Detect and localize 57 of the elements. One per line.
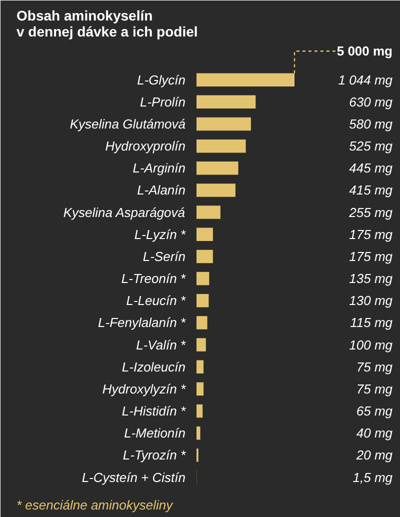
bar — [196, 360, 204, 374]
bar — [196, 95, 256, 109]
bar — [196, 117, 251, 131]
y-tick-label: L-Fenylalanín * — [98, 315, 186, 330]
text: * esenciálne aminokyseliny — [16, 498, 174, 512]
y-tick-label: Hydroxyprolín — [105, 138, 186, 154]
y-tick-label: Hydroxylyzín * — [102, 381, 186, 396]
bar — [196, 250, 213, 264]
data-label: 580 mg — [349, 116, 394, 132]
y-tick-label: L-Cysteín + Cistín — [82, 470, 186, 485]
text: 5 000 mg — [336, 44, 393, 59]
data-label: 40 mg — [356, 426, 394, 441]
data-label: 415 mg — [349, 182, 394, 198]
chart-title: Obsah aminokyselín v dennej dávke a ich podiel — [16, 8, 198, 40]
bar — [196, 404, 203, 418]
bar — [196, 294, 209, 308]
data-label: 1,5 mg — [352, 470, 394, 485]
bar — [196, 228, 213, 242]
bar — [196, 382, 204, 396]
data-label: 130 mg — [349, 293, 394, 308]
bar — [196, 426, 200, 440]
y-tick-label: L-Serín — [142, 248, 186, 264]
y-tick-label: L-Prolín — [140, 94, 186, 110]
data-label: 100 mg — [349, 337, 394, 352]
data-label: 65 mg — [356, 404, 394, 419]
y-tick-label: L-Lyzín * — [134, 226, 186, 242]
data-label: 115 mg — [350, 315, 394, 330]
y-tick-label: L-Alanín — [137, 182, 186, 198]
data-label: 255 mg — [348, 204, 394, 220]
bar — [196, 272, 210, 286]
y-tick-label: L-Glycín — [137, 72, 186, 88]
y-tick-label: L-Treonín * — [121, 271, 186, 286]
y-tick-label: Kyselina Asparágová — [63, 204, 186, 220]
y-tick-label: L-Valín * — [136, 337, 186, 352]
y-tick-label: L-Arginín — [132, 160, 186, 176]
bar — [196, 139, 246, 153]
y-tick-label: Kyselina Glutámová — [70, 116, 186, 132]
y-tick-label: L-Leucín * — [126, 293, 186, 308]
bar — [196, 184, 236, 197]
data-label: 75 mg — [356, 359, 394, 374]
y-tick-label: L-Histidín * — [122, 404, 186, 419]
data-label: 525 mg — [349, 138, 394, 154]
data-label: 135 mg — [349, 271, 394, 286]
y-tick-label: L-Tyrozín * — [122, 448, 186, 463]
bar — [196, 162, 238, 175]
data-label: 20 mg — [355, 448, 394, 463]
y-tick-label: L-Metionín — [124, 426, 186, 441]
bar — [196, 338, 206, 352]
data-label: 75 mg — [356, 381, 394, 396]
bar — [196, 206, 220, 219]
y-tick-label: L-Izoleucín — [122, 359, 186, 374]
data-label: 445 mg — [349, 160, 394, 176]
data-label: 175 mg — [349, 226, 394, 242]
bar — [196, 316, 208, 330]
data-label: 175 mg — [349, 248, 394, 264]
data-label: 630 mg — [349, 94, 394, 110]
data-label: 1 044 mg — [338, 72, 394, 88]
